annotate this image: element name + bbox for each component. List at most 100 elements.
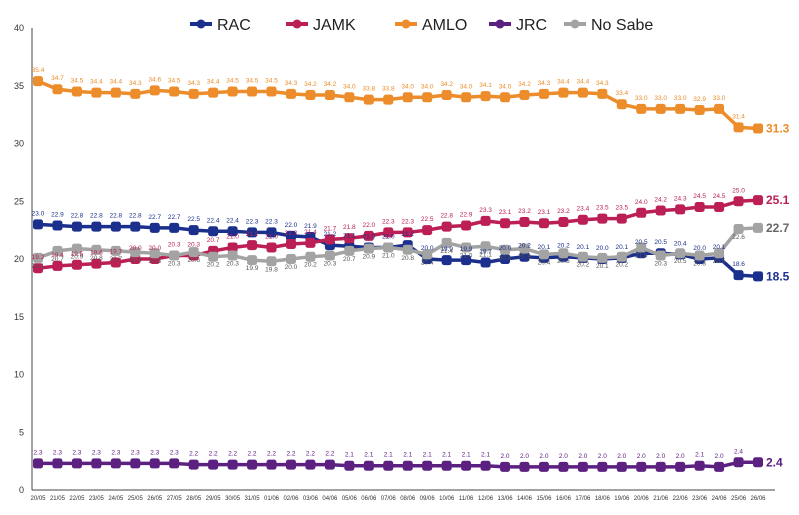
data-label: 20.3 — [187, 242, 200, 249]
data-point — [324, 459, 335, 470]
data-label: 19.7 — [479, 248, 492, 255]
data-point — [247, 227, 258, 238]
x-tick-labels: 20/05 21/05 22/05 23/05 24/05 25/05 26/05 27/05… — [30, 496, 766, 502]
data-point — [441, 237, 452, 248]
data-label: 2.3 — [72, 449, 81, 456]
x-tick-label: 14/06 — [517, 496, 533, 502]
data-label: 21.2 — [246, 231, 259, 238]
data-point — [169, 222, 180, 233]
data-label: 2.2 — [267, 451, 276, 458]
y-tick-label: 20 — [14, 254, 24, 264]
x-tick-label: 01/06 — [264, 496, 280, 502]
data-point — [266, 227, 277, 238]
data-label: 34.2 — [324, 81, 337, 88]
data-point — [52, 245, 63, 256]
y-tick-label: 25 — [14, 196, 24, 206]
data-label: 34.4 — [557, 79, 570, 86]
data-point — [52, 220, 63, 231]
data-point — [753, 123, 763, 134]
data-point — [91, 221, 102, 232]
data-label: 20.2 — [557, 243, 570, 250]
data-point — [344, 245, 355, 256]
data-point — [538, 249, 549, 260]
data-point — [500, 244, 511, 255]
x-tick-label: 26/06 — [750, 496, 766, 502]
series-jrc — [33, 457, 763, 472]
data-label: 34.0 — [421, 83, 434, 90]
data-point — [91, 87, 102, 98]
data-point — [324, 89, 335, 100]
data-label: 20.2 — [518, 243, 531, 250]
data-label: 20.6 — [129, 257, 142, 264]
data-label: 19.6 — [90, 250, 103, 257]
data-point — [577, 87, 588, 98]
data-label: 2.0 — [676, 453, 685, 460]
data-label: 33.0 — [635, 95, 648, 102]
y-tick-labels: 0 5 10 15 20 25 30 35 40 — [14, 23, 24, 495]
data-point — [110, 87, 121, 98]
legend-swatch-marker — [495, 19, 505, 29]
legend-item: JRC — [489, 17, 547, 34]
data-point — [733, 223, 744, 234]
data-label: 20.0 — [285, 264, 298, 271]
x-tick-label: 23/06 — [692, 496, 708, 502]
data-label: 34.2 — [440, 81, 453, 88]
data-point — [91, 258, 102, 269]
data-label: 20.5 — [654, 239, 667, 246]
data-label: 19.5 — [71, 251, 84, 258]
data-label: 21.0 — [226, 233, 239, 240]
x-tick-label: 20/06 — [634, 496, 650, 502]
legend-label: JAMK — [313, 17, 356, 34]
x-tick-label: 22/06 — [673, 496, 689, 502]
x-tick-label: 25/06 — [731, 496, 747, 502]
data-label: 22.7 — [148, 214, 161, 221]
data-point — [519, 251, 530, 262]
data-point — [71, 259, 82, 270]
data-point — [247, 459, 258, 470]
data-label: 20.2 — [577, 262, 590, 269]
x-tick-label: 18/06 — [595, 496, 611, 502]
data-point — [655, 461, 666, 472]
data-label: 34.3 — [596, 80, 609, 87]
data-point — [500, 92, 511, 103]
data-label: 20.2 — [304, 262, 317, 269]
data-label: 2.1 — [442, 452, 451, 459]
data-label: 20.8 — [499, 255, 512, 262]
data-point — [52, 84, 63, 95]
data-label: 34.0 — [460, 83, 473, 90]
data-label: 21.0 — [265, 233, 278, 240]
data-label: 20.0 — [596, 245, 609, 252]
data-label: 22.8 — [71, 213, 84, 220]
data-point — [383, 242, 394, 253]
data-point — [616, 213, 627, 224]
series-no-sabe — [33, 222, 763, 267]
y-tick-label: 5 — [19, 427, 24, 437]
data-label: 2.0 — [501, 453, 510, 460]
data-point — [33, 263, 43, 274]
x-tick-label: 09/06 — [420, 496, 436, 502]
y-tick-label: 40 — [14, 23, 24, 33]
data-point — [149, 85, 160, 96]
data-point — [208, 251, 219, 262]
data-label: 2.0 — [539, 453, 548, 460]
data-point — [110, 221, 121, 232]
legend-swatch-marker — [401, 19, 411, 29]
data-point — [52, 260, 63, 271]
data-label: 22.5 — [187, 216, 200, 223]
data-point — [149, 248, 160, 259]
data-label: 19.9 — [440, 246, 453, 253]
legend-item: JAMK — [286, 17, 356, 34]
data-label: 2.1 — [364, 452, 373, 459]
data-point — [733, 270, 744, 281]
x-tick-label: 23/05 — [89, 496, 105, 502]
data-label: 20.7 — [51, 256, 64, 263]
data-label: 33.0 — [713, 95, 726, 102]
data-label: 20.4 — [421, 259, 434, 266]
data-label: 2.2 — [248, 451, 257, 458]
x-tick-label: 02/06 — [283, 496, 299, 502]
data-point — [461, 242, 472, 253]
data-point — [33, 76, 43, 87]
data-label: 2.1 — [345, 452, 354, 459]
data-point — [130, 221, 141, 232]
data-label: 2.2 — [325, 451, 334, 458]
